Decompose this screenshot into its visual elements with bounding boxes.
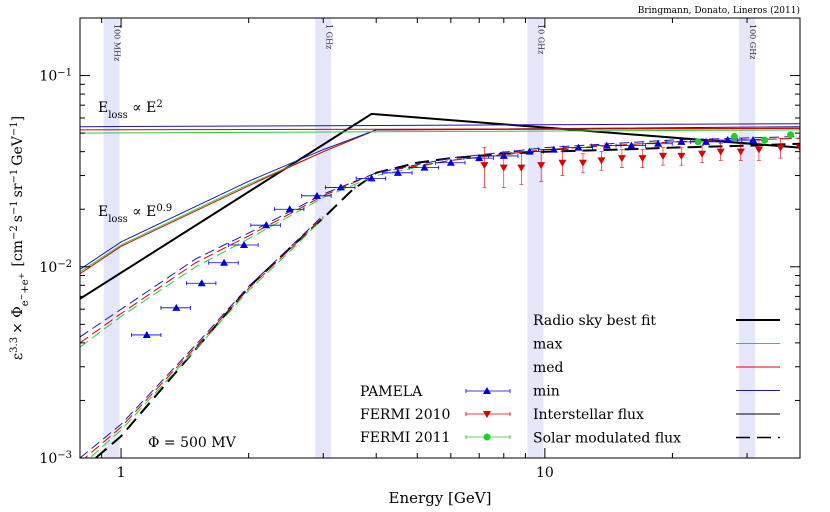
legend-marker [483, 387, 491, 394]
x-axis-label: Energy [GeV] [389, 489, 492, 507]
data-point [597, 157, 606, 165]
y-tick-label: 10−3 [39, 450, 72, 468]
data-point [677, 137, 686, 145]
data-point [549, 145, 558, 153]
series-line [80, 127, 800, 131]
series-line [84, 216, 324, 458]
data-point [638, 155, 647, 163]
frequency-band-label: 100 GHz [748, 24, 757, 59]
data-point [654, 139, 663, 147]
svg-text:ε3.3× Φe−+e+[cm−2s−1sr−1GeV−1]: ε3.3× Φe−+e+[cm−2s−1sr−1GeV−1] [9, 116, 31, 360]
data-point [499, 164, 508, 172]
series-line [80, 127, 800, 273]
data-point [749, 136, 758, 144]
data-point [285, 205, 294, 213]
legend-label: PAMELA [360, 384, 423, 400]
data-point [574, 143, 583, 151]
legend-marker [483, 411, 491, 418]
data-point [754, 146, 763, 154]
series-line [80, 137, 800, 348]
frequency-band-label: 1 GHz [324, 24, 333, 49]
legend-label: Radio sky best fit [533, 313, 656, 329]
curves [80, 112, 800, 458]
y-tick-label: 10−2 [39, 258, 72, 276]
data-point [239, 240, 248, 248]
frequency-band [103, 18, 120, 458]
plot-frame [79, 17, 801, 459]
data-point [446, 158, 455, 166]
legend-label: FERMI 2011 [360, 430, 450, 446]
series-line [80, 214, 324, 458]
data-point [796, 144, 800, 152]
frequency-band [315, 18, 332, 458]
data-point [525, 147, 534, 155]
series-line [89, 217, 324, 458]
series-line [80, 112, 800, 300]
data-point [475, 154, 484, 162]
legend-marker [483, 433, 491, 441]
data-point [558, 159, 567, 167]
credit-label: Bringmann, Donato, Lineros (2011) [638, 5, 800, 16]
data-point [393, 168, 402, 176]
data-point [480, 162, 489, 170]
series-line [80, 129, 800, 134]
annotation-phi: Φ = 500 MV [148, 435, 237, 451]
frequency-bands: 100 MHz 1 GHz 10 GHz 100 GHz [103, 18, 757, 458]
data-point [617, 155, 626, 163]
data-point [142, 330, 151, 338]
annotation-eloss-e09: Eloss ∝ E0.9 [98, 203, 172, 225]
data-point [776, 144, 785, 152]
data-points [131, 131, 800, 338]
series-line [80, 136, 800, 338]
x-tick-label: 1 [117, 465, 126, 481]
data-point [313, 191, 322, 199]
data-point [677, 152, 686, 160]
y-tick-label: 10−1 [39, 67, 72, 85]
data-point [723, 136, 732, 144]
x-tick-label: 10 [536, 465, 554, 481]
data-point [262, 221, 271, 229]
data-point [698, 150, 707, 158]
legend-label: FERMI 2010 [360, 407, 450, 423]
data-point [701, 137, 710, 145]
legend-right: Radio sky best fit max med min Interstellar … [533, 313, 780, 447]
frequency-band-label: 10 GHz [536, 24, 545, 54]
data-point [730, 133, 738, 141]
data-point [658, 152, 667, 160]
annotation-eloss-e2: Eloss ∝ E2 [98, 99, 163, 121]
legend-label: Interstellar flux [533, 407, 644, 423]
data-point [694, 138, 702, 146]
data-point [627, 141, 636, 149]
data-point [420, 163, 429, 171]
frequency-band-label: 100 MHz [113, 24, 122, 61]
series-line [80, 123, 800, 128]
legend-label: Solar modulated flux [533, 431, 681, 447]
series-line [80, 127, 800, 275]
legend-label: max [533, 337, 563, 353]
data-point [787, 131, 795, 139]
data-point [197, 279, 206, 287]
data-point [602, 141, 611, 149]
data-point [537, 162, 546, 170]
frequency-band [739, 18, 756, 458]
legend-label: med [533, 360, 564, 376]
y-axis-label: ε3.3× Φe−+e+[cm−2s−1sr−1GeV−1] [9, 116, 31, 360]
data-point [736, 148, 745, 156]
legend-label: min [533, 384, 560, 400]
data-point [716, 148, 725, 156]
data-point [220, 258, 229, 266]
data-point [172, 303, 181, 311]
data-point [367, 174, 376, 182]
series-line [94, 142, 800, 458]
data-point [578, 159, 587, 167]
data-point [336, 183, 345, 191]
series-line [80, 137, 800, 344]
data-point [517, 164, 526, 172]
legend-left: PAMELA FERMI 2010 FERMI 2011 [360, 384, 511, 446]
data-point [761, 136, 769, 144]
axis-ticks: 1 10 10−3 10−2 10−1 [39, 17, 801, 481]
